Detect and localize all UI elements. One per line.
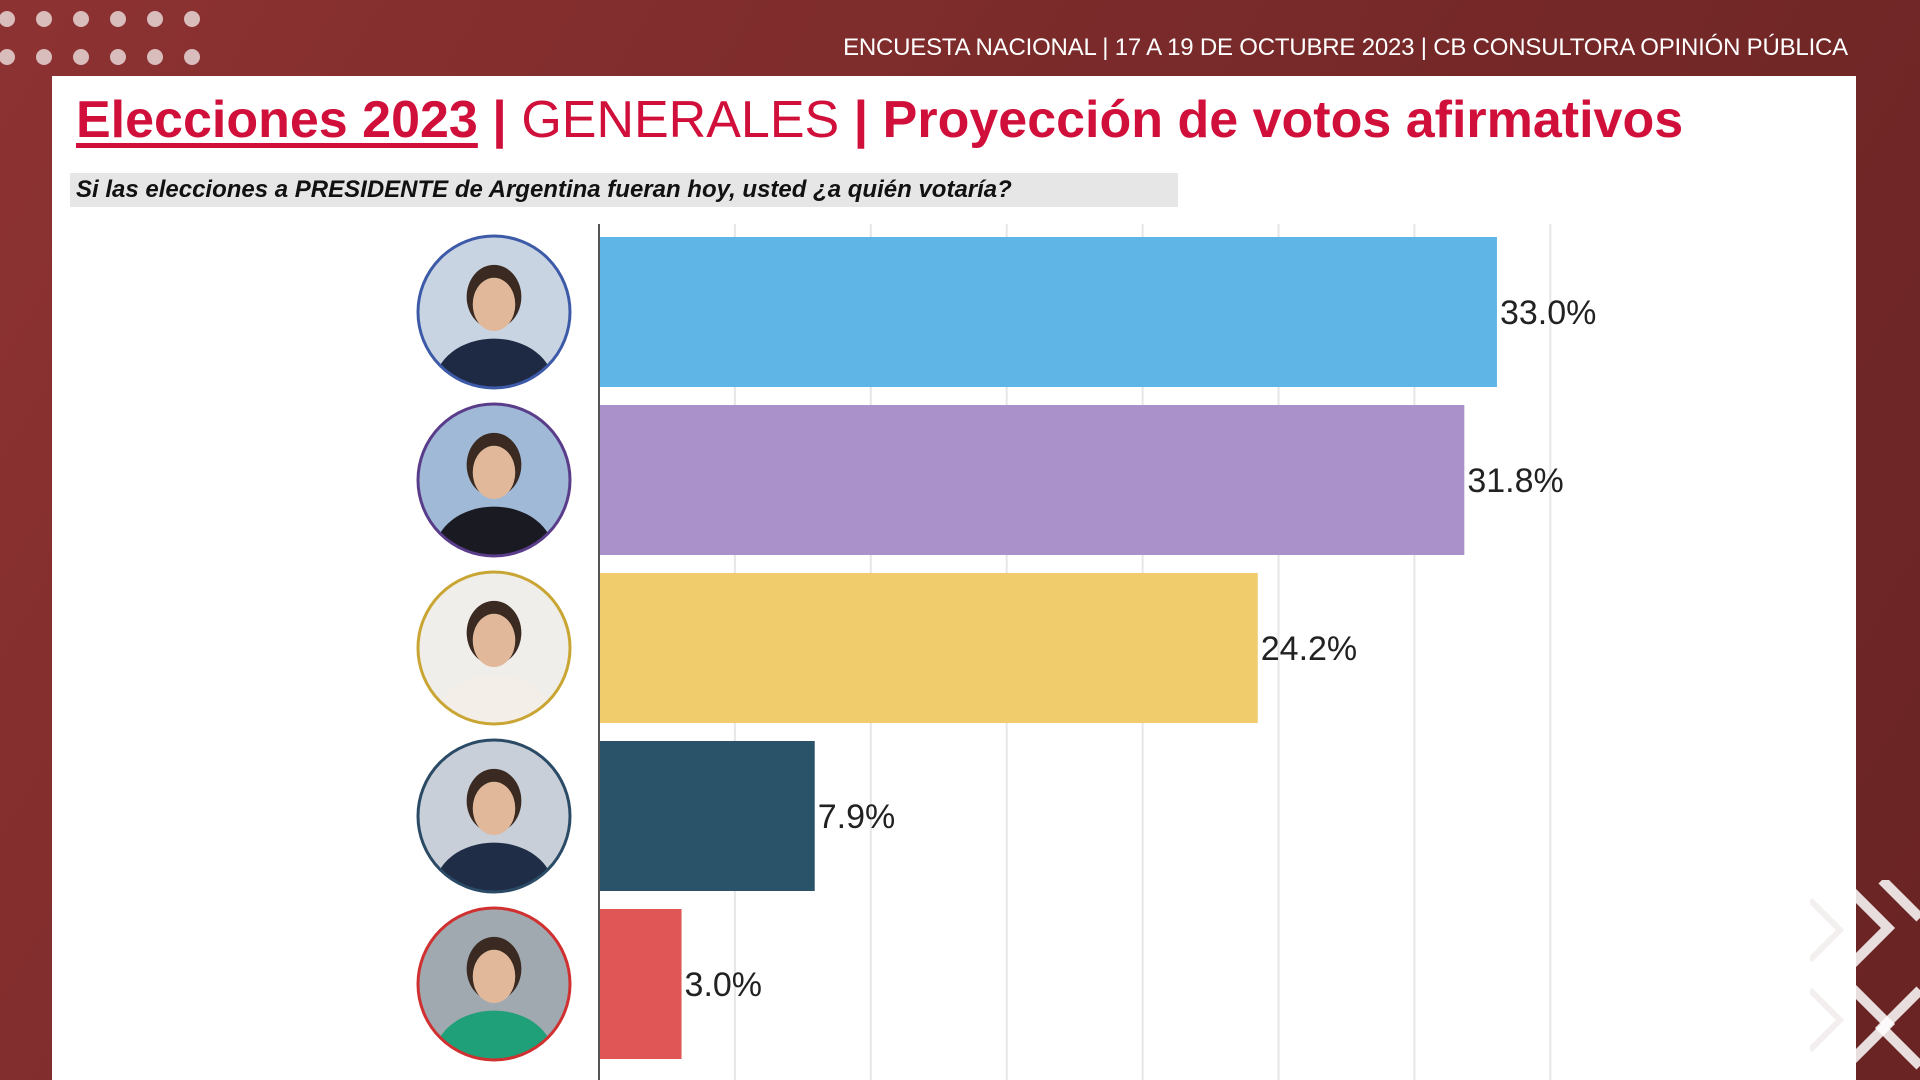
candidate-avatar (416, 402, 572, 558)
bar (600, 237, 1497, 387)
avatar-face (472, 949, 516, 1004)
decorative-dot (110, 11, 126, 27)
avatar-ring (416, 402, 572, 558)
survey-info: ENCUESTA NACIONAL | 17 A 19 DE OCTUBRE 2… (843, 34, 1848, 61)
avatar-ring (416, 570, 572, 726)
candidate-avatar (416, 234, 572, 390)
candidate-avatar (416, 738, 572, 894)
avatar-ring (416, 906, 572, 1062)
avatar-ring (416, 234, 572, 390)
decorative-dots (0, 8, 200, 70)
avatar-body (434, 674, 554, 724)
title-separator: | (492, 91, 507, 149)
avatar-face (472, 445, 516, 499)
title-elections: Elecciones 2023 (76, 91, 478, 149)
avatar-body (434, 338, 554, 388)
data-label: 7.9% (818, 798, 896, 836)
title-generales: GENERALES (521, 91, 840, 149)
bar (600, 573, 1258, 723)
data-label: 3.0% (685, 966, 763, 1004)
title-projection: Proyección de votos afirmativos (882, 91, 1684, 149)
bar (600, 405, 1465, 555)
decorative-chevrons (1810, 880, 1920, 1076)
avatar-body (434, 842, 554, 892)
decorative-dot (184, 49, 200, 65)
decorative-dot (110, 49, 126, 65)
data-label: 24.2% (1261, 630, 1357, 668)
survey-question: Si las elecciones a PRESIDENTE de Argent… (70, 173, 1178, 207)
content-panel: Elecciones 2023 | GENERALES | Proyección… (52, 76, 1856, 1080)
data-label: 31.8% (1467, 462, 1563, 500)
decorative-dot (147, 11, 163, 27)
avatar-body (434, 506, 554, 556)
bar (600, 909, 682, 1059)
bar-chart: 33.0% 31.8% 24.2% 7.9% 3.0% (416, 224, 1596, 1080)
candidate-avatar (416, 570, 572, 726)
decorative-dot (184, 11, 200, 27)
decorative-dot (73, 11, 89, 27)
title-separator: | (853, 91, 869, 149)
decorative-dot (0, 49, 15, 65)
avatar-body (434, 1010, 554, 1060)
page-title: Elecciones 2023 | GENERALES | Proyección… (76, 90, 1683, 150)
candidate-avatar (416, 906, 572, 1062)
avatar-face (472, 277, 516, 331)
avatar-ring (416, 738, 572, 894)
avatar-face (472, 781, 516, 836)
avatar-face (472, 613, 516, 668)
decorative-dot (36, 11, 52, 27)
decorative-dot (36, 49, 52, 65)
decorative-dot (147, 49, 163, 65)
data-label: 33.0% (1500, 294, 1596, 332)
decorative-dot (0, 11, 15, 27)
decorative-dot (73, 49, 89, 65)
bar (600, 741, 815, 891)
